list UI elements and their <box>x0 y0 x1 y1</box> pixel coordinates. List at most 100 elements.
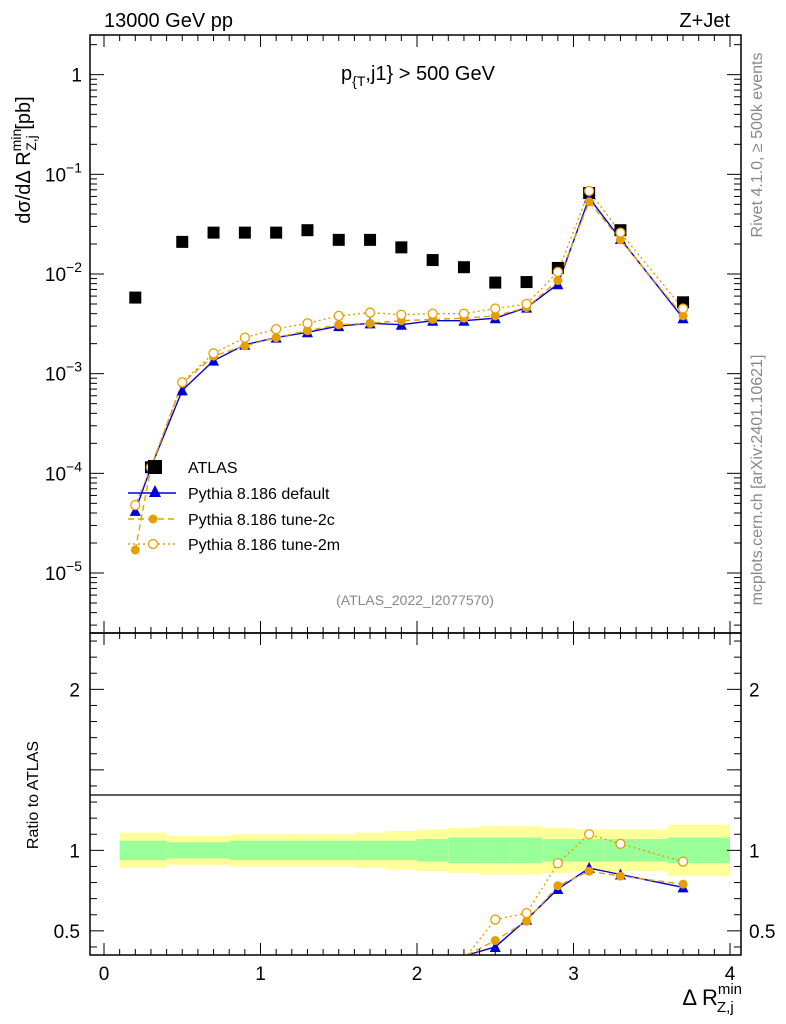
data-point-tune2c <box>130 545 140 555</box>
ratio-band-green <box>417 839 449 862</box>
ratio-y-tick-label: 0.5 <box>54 922 80 943</box>
ratio-point-tune2m <box>584 829 595 840</box>
data-point-tune2m <box>677 303 689 314</box>
ratio-band-green <box>229 840 261 861</box>
series-line-2 <box>134 200 684 551</box>
ratio-point-tune2m <box>677 856 689 867</box>
data-point-tune2m <box>458 308 470 319</box>
data-point-tune2c <box>490 311 500 321</box>
ratio-band-green <box>667 837 730 864</box>
ratio-point-tune2c <box>553 881 563 891</box>
data-point-tune2m <box>427 308 438 319</box>
data-point-tune2m <box>396 309 407 320</box>
legend-tune2m-marker <box>147 538 159 550</box>
site-label: mcplots.cern.ch [arXiv:2401.10621] <box>749 355 766 606</box>
rivet-label: Rivet 4.1.0, ≥ 500k events <box>749 53 766 238</box>
data-point-tune2c <box>271 333 281 343</box>
x-tick-label: 4 <box>725 964 736 985</box>
ratio-band-green <box>119 840 167 861</box>
legend-tune2c-marker <box>148 514 158 524</box>
ratio-point-tune2m <box>521 907 532 919</box>
data-point-tune2m <box>552 266 563 278</box>
data-point-tune2c <box>334 320 344 330</box>
ratio-point-default <box>489 940 501 952</box>
data-point-tune2m <box>239 332 251 343</box>
ratio-point-tune2c <box>584 866 594 876</box>
data-point-atlas <box>489 276 502 289</box>
ratio-band-green <box>323 840 355 861</box>
data-point-tune2m <box>302 318 313 329</box>
ratio-point-tune2m <box>490 914 501 925</box>
data-point-atlas <box>364 233 377 246</box>
ratio-y-axis-label: Ratio to ATLAS <box>25 741 42 849</box>
data-point-tune2c <box>240 341 250 351</box>
data-point-tune2m <box>130 499 141 511</box>
data-point-tune2m <box>208 348 219 359</box>
data-point-tune2c <box>365 318 375 328</box>
y-axis-label: dσ/dΔ RminZ,j [pb] <box>8 96 39 223</box>
ratio-point-tune2c <box>678 879 688 889</box>
ratio-band-green <box>385 840 417 861</box>
ratio-line-0 <box>467 867 684 956</box>
ratio-point-tune2m <box>615 838 626 850</box>
data-point-atlas <box>301 224 314 237</box>
legend-tune2m-label: Pythia 8.186 tune-2m <box>188 537 340 554</box>
y-tick-label: 10−1 <box>45 159 82 186</box>
ratio-point-tune2c <box>490 936 500 946</box>
legend-atlas-marker <box>148 460 162 474</box>
data-point-tune2c <box>615 235 625 245</box>
ratio-y-tick-label-right: 0.5 <box>749 922 775 943</box>
ratio-band-green <box>291 840 324 861</box>
y-tick-label: 10−3 <box>45 359 82 386</box>
data-point-tune2m <box>364 307 376 318</box>
ratio-point-tune2c <box>615 871 625 881</box>
ratio-band-green <box>479 837 511 864</box>
data-point-default <box>129 504 141 516</box>
y-tick-label: 10−2 <box>45 259 82 286</box>
data-point-tune2m <box>521 298 532 310</box>
data-point-atlas <box>207 226 220 239</box>
ratio-band-green <box>604 839 637 862</box>
data-point-atlas <box>238 226 251 239</box>
data-point-tune2m <box>490 303 501 314</box>
data-point-tune2c <box>302 326 312 336</box>
ratio-point-tune2c <box>522 916 532 926</box>
legend: ATLAS Pythia 8.186 default Pythia 8.186 … <box>128 460 340 554</box>
x-tick-label: 2 <box>412 964 423 985</box>
x-tick-label: 3 <box>568 964 579 985</box>
y-tick-label: 10−5 <box>45 558 82 585</box>
y-tick-label: 1 <box>71 66 82 87</box>
data-point-atlas <box>176 235 189 248</box>
data-point-atlas <box>457 261 470 274</box>
data-point-tune2m <box>615 227 626 238</box>
ratio-y-tick-label-right: 1 <box>749 841 760 862</box>
ratio-band-green <box>197 842 230 859</box>
x-tick-label: 0 <box>99 964 110 985</box>
x-axis-label: Δ Rmin Z,j <box>682 981 742 1016</box>
ratio-band-green <box>260 840 292 861</box>
ratio-band-green <box>166 842 198 859</box>
ratio-point-tune2m <box>552 858 563 869</box>
legend-default-marker <box>149 485 161 497</box>
energy-label: 13000 GeV pp <box>104 10 233 32</box>
data-point-tune2m <box>333 310 344 322</box>
data-point-atlas <box>332 233 345 246</box>
ratio-plot-frame <box>89 632 742 956</box>
data-point-tune2m <box>584 185 595 197</box>
analysis-id: (ATLAS_2022_I2077570) <box>336 592 494 608</box>
data-point-tune2c <box>678 311 688 321</box>
x-tick-label: 1 <box>255 964 266 985</box>
y-tick-label: 10−4 <box>45 458 82 485</box>
ratio-y-tick-label: 1 <box>69 841 80 862</box>
data-point-atlas <box>395 241 408 254</box>
ratio-y-tick-label-right: 2 <box>749 680 760 701</box>
data-point-atlas <box>129 291 142 304</box>
legend-atlas-label: ATLAS <box>188 460 238 477</box>
legend-tune2c-label: Pythia 8.186 tune-2c <box>188 512 335 529</box>
ratio-band-green <box>354 840 386 861</box>
ratio-plot-panel: 0 1 2 3 4 0.5 0.5 1 1 2 2 <box>54 632 775 985</box>
ratio-y-tick-label: 2 <box>69 680 80 701</box>
data-point-tune2c <box>553 276 563 286</box>
data-point-atlas <box>520 276 533 289</box>
